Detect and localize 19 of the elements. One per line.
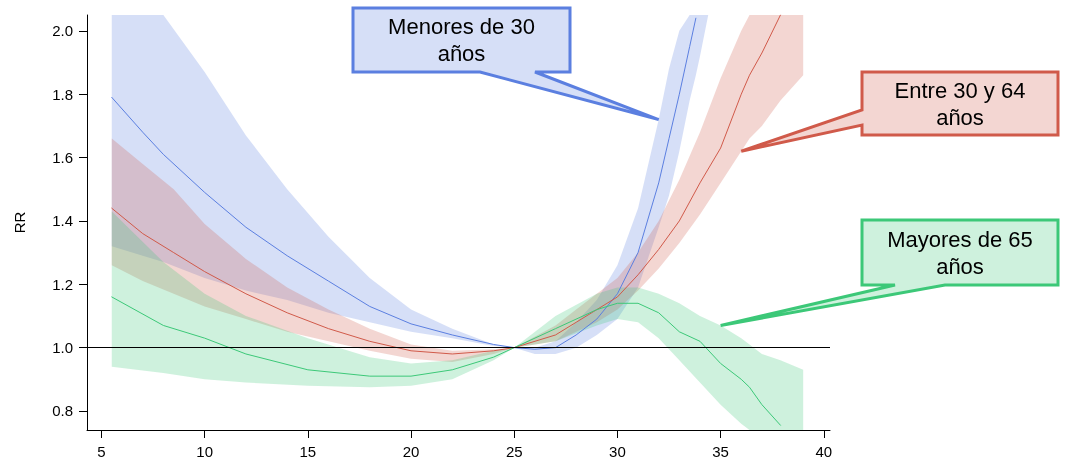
x-tick-label: 5 bbox=[97, 443, 106, 460]
y-axis-title: RR bbox=[11, 211, 28, 234]
x-tick-label: 30 bbox=[609, 443, 626, 460]
y-tick-label: 0.8 bbox=[52, 402, 73, 420]
y-tick-label: 2.0 bbox=[52, 22, 73, 40]
x-tick-label: 15 bbox=[299, 443, 317, 460]
text: Mayores de 65 años bbox=[886, 225, 1034, 281]
x-tick-label: 10 bbox=[196, 443, 213, 460]
y-tick-label: 1.8 bbox=[52, 85, 73, 103]
y-tick-label: 1.2 bbox=[52, 275, 73, 293]
x-tick-label: 35 bbox=[712, 443, 729, 460]
y-tick-label: 1.6 bbox=[52, 149, 73, 167]
y-tick-label: 1.4 bbox=[52, 212, 73, 230]
x-tick-label: 40 bbox=[815, 443, 833, 460]
text: Entre 30 y 64 años bbox=[893, 76, 1027, 132]
annotation: Menores de 30 años bbox=[387, 13, 536, 68]
x-tick-label: 25 bbox=[505, 443, 523, 460]
y-tick-label: 1.0 bbox=[52, 339, 73, 357]
x-tick-label: 20 bbox=[402, 443, 420, 460]
